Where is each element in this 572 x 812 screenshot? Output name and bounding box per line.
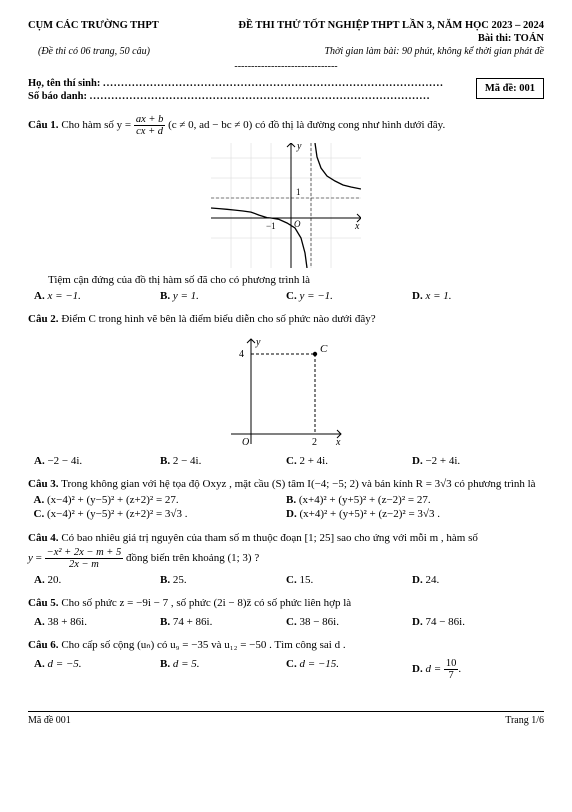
pages-info: (Đề thi có 06 trang, 50 câu) <box>28 46 150 57</box>
org-title: CỤM CÁC TRƯỜNG THPT <box>28 20 159 31</box>
q6-opt-c: C. d = −15. <box>286 658 412 681</box>
svg-text:−1: −1 <box>266 221 276 231</box>
q4-opt-a: A. 20. <box>34 574 160 586</box>
svg-text:y: y <box>296 143 302 152</box>
student-id-line: Số báo danh: ...........................… <box>28 91 468 102</box>
q1-opt-c: C. y = −1. <box>286 290 412 302</box>
q2-opt-c: C. 2 + 4i. <box>286 455 412 467</box>
question-2: Câu 2. Điểm C trong hình vẽ bên là điểm … <box>28 312 544 328</box>
svg-text:x: x <box>354 221 360 232</box>
q6-opt-d: D. d = 107. <box>412 658 538 681</box>
svg-text:O: O <box>242 437 249 448</box>
question-5: Câu 5. Cho số phức z = −9i − 7 , số phức… <box>28 596 544 612</box>
q1-opt-d: D. x = 1. <box>412 290 538 302</box>
q3-opt-c: C. (x−4)² + (y−5)² + (z+2)² = 3√3 . <box>28 507 286 521</box>
svg-text:C: C <box>320 343 328 355</box>
divider-dashes: ------------------------------- <box>28 61 544 72</box>
q2-opt-d: D. −2 + 4i. <box>412 455 538 467</box>
svg-text:4: 4 <box>239 349 244 360</box>
svg-text:2: 2 <box>312 437 317 448</box>
exam-code-box: Mã đề: 001 <box>476 78 544 99</box>
q2-opt-a: A. −2 − 4i. <box>34 455 160 467</box>
q5-opt-b: B. 74 + 86i. <box>160 616 286 628</box>
q1-opt-b: B. y = 1. <box>160 290 286 302</box>
q5-opt-d: D. 74 − 86i. <box>412 616 538 628</box>
footer-right: Trang 1/6 <box>505 715 544 726</box>
svg-text:y: y <box>255 337 261 348</box>
q3-opt-b: B. (x+4)² + (y+5)² + (z−2)² = 27. <box>286 493 544 507</box>
question-1: Câu 1. Cho hàm số y = ax + bcx + d (c ≠ … <box>28 114 544 137</box>
q6-opt-a: A. d = −5. <box>34 658 160 681</box>
question-3: Câu 3. Trong không gian với hệ tọa độ Ox… <box>28 477 544 493</box>
q3-opt-a: A. (x−4)² + (y−5)² + (z+2)² = 27. <box>28 493 286 507</box>
question-6: Câu 6. Cho cấp số cộng (uₙ) có u₉ = −35 … <box>28 638 544 654</box>
svg-text:O: O <box>294 219 301 229</box>
exam-title: ĐỀ THI THỬ TỐT NGHIỆP THPT LẦN 3, NĂM HỌ… <box>238 20 544 31</box>
time-info: Thời gian làm bài: 90 phút, không kể thờ… <box>324 46 544 57</box>
svg-text:1: 1 <box>296 187 301 197</box>
question-4: Câu 4. Có bao nhiêu giá trị nguyên của t… <box>28 531 544 570</box>
q1-subtext: Tiệm cận đứng của đồ thị hàm số đã cho c… <box>28 274 544 286</box>
q1-graph: y x O −1 1 <box>28 143 544 268</box>
q2-opt-b: B. 2 − 4i. <box>160 455 286 467</box>
svg-text:x: x <box>335 437 341 448</box>
q4-opt-c: C. 15. <box>286 574 412 586</box>
q5-opt-c: C. 38 − 86i. <box>286 616 412 628</box>
student-name-line: Họ, tên thí sinh: ......................… <box>28 78 468 89</box>
page-footer: Mã đề 001 Trang 1/6 <box>28 711 544 726</box>
subject: Bài thi: TOÁN <box>478 33 544 44</box>
q4-opt-d: D. 24. <box>412 574 538 586</box>
q6-opt-b: B. d = 5. <box>160 658 286 681</box>
q3-opt-d: D. (x+4)² + (y+5)² + (z−2)² = 3√3 . <box>286 507 544 521</box>
q5-opt-a: A. 38 + 86i. <box>34 616 160 628</box>
q1-opt-a: A. x = −1. <box>34 290 160 302</box>
q2-graph: C 4 2 O x y <box>28 334 544 449</box>
q4-opt-b: B. 25. <box>160 574 286 586</box>
footer-left: Mã đề 001 <box>28 715 71 726</box>
